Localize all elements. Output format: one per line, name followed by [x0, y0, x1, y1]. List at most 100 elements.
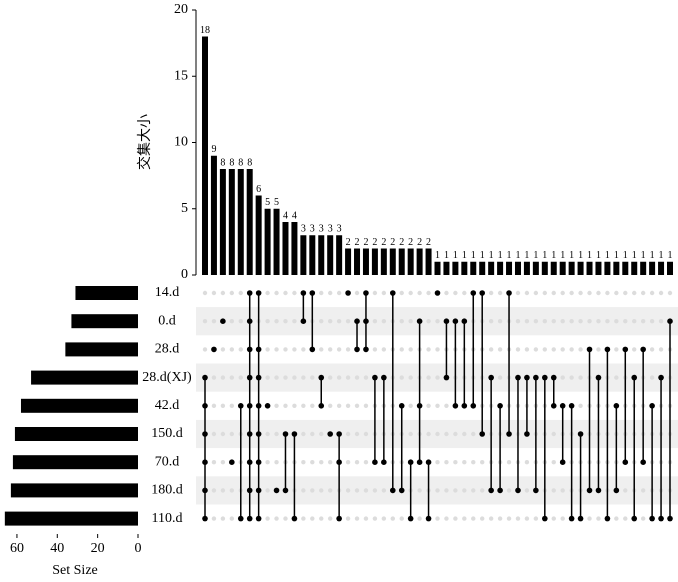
inactive-dot: [497, 347, 503, 352]
active-dot: [255, 403, 262, 409]
bar-value-label: 1: [507, 250, 512, 261]
intersection-bar: [586, 261, 593, 275]
inactive-dot: [551, 488, 556, 493]
active-dot: [372, 374, 378, 381]
inactive-dot: [265, 516, 270, 521]
y-tick-label: 5: [181, 201, 188, 216]
active-dot: [237, 515, 244, 522]
inactive-dot: [614, 290, 619, 296]
active-dot: [613, 487, 620, 494]
inactive-dot: [211, 488, 217, 493]
inactive-dot: [426, 403, 431, 408]
inactive-dot: [399, 347, 404, 352]
inactive-dot: [327, 319, 333, 324]
active-dot: [613, 403, 620, 409]
inactive-dot: [632, 290, 637, 296]
active-dot: [407, 459, 414, 466]
set-label: 28.d(XJ): [142, 370, 192, 385]
inactive-dot: [319, 319, 324, 324]
active-dot: [246, 403, 253, 409]
bar-value-label: 1: [641, 250, 646, 261]
active-dot: [524, 431, 530, 437]
y-tick-label: 20: [174, 2, 188, 17]
inactive-dot: [578, 290, 583, 296]
inactive-dot: [569, 375, 574, 380]
inactive-dot: [596, 516, 601, 521]
inactive-dot: [480, 488, 485, 493]
active-dot: [667, 318, 673, 325]
bar-value-label: 1: [489, 250, 494, 261]
inactive-dot: [381, 488, 387, 493]
active-dot: [318, 374, 325, 381]
bar-value-label: 3: [310, 224, 315, 235]
inactive-dot: [274, 516, 279, 521]
inactive-dot: [533, 290, 539, 296]
inactive-dot: [533, 319, 539, 324]
inactive-dot: [354, 488, 360, 493]
inactive-dot: [274, 347, 279, 352]
inactive-dot: [327, 403, 333, 408]
active-dot: [604, 346, 611, 353]
inactive-dot: [426, 431, 431, 437]
active-dot: [497, 403, 503, 409]
active-dot: [470, 290, 477, 296]
active-dot: [595, 487, 602, 494]
active-dot: [246, 459, 253, 466]
inactive-dot: [354, 516, 360, 521]
active-dot: [246, 487, 253, 494]
inactive-dot: [372, 319, 378, 324]
inactive-dot: [390, 516, 395, 521]
active-dot: [452, 318, 459, 325]
active-dot: [264, 403, 271, 409]
intersection-bar: [228, 169, 235, 275]
bar-value-label: 1: [659, 250, 664, 261]
inactive-dot: [542, 319, 548, 324]
active-dot: [470, 403, 477, 409]
inactive-dot: [640, 319, 646, 324]
y-tick-label: 10: [174, 135, 188, 150]
inactive-dot: [301, 375, 306, 380]
inactive-dot: [587, 516, 592, 521]
inactive-dot: [220, 347, 226, 352]
inactive-dot: [408, 319, 413, 324]
active-dot: [336, 431, 342, 437]
bar-value-label: 1: [569, 250, 574, 261]
active-dot: [488, 487, 494, 494]
active-dot: [407, 515, 414, 522]
y-tick-label: 0: [181, 267, 188, 282]
intersection-bar: [559, 261, 566, 275]
inactive-dot: [551, 460, 556, 465]
intersection-bar: [398, 248, 405, 275]
active-dot: [202, 403, 208, 409]
inactive-dot: [211, 516, 217, 521]
intersection-bar: [416, 248, 423, 275]
inactive-dot: [319, 431, 324, 437]
inactive-dot: [292, 319, 297, 324]
active-dot: [255, 374, 262, 381]
active-dot: [389, 487, 396, 494]
inactive-dot: [435, 319, 440, 324]
inactive-dot: [345, 403, 351, 408]
inactive-dot: [542, 347, 548, 352]
inactive-dot: [327, 347, 333, 352]
inactive-dot: [292, 403, 297, 408]
inactive-dot: [623, 319, 628, 324]
inactive-dot: [220, 431, 226, 437]
inactive-dot: [569, 290, 574, 296]
intersection-bar: [264, 208, 271, 275]
inactive-dot: [202, 319, 208, 324]
active-dot: [640, 459, 646, 466]
active-dot: [533, 487, 539, 494]
inactive-dot: [658, 290, 664, 296]
inactive-dot: [211, 431, 217, 437]
intersection-bar: [479, 261, 486, 275]
x-tick-label: 60: [10, 541, 24, 556]
inactive-dot: [345, 431, 351, 437]
inactive-dot: [345, 488, 351, 493]
intersection-bar: [604, 261, 611, 275]
intersection-bar: [667, 261, 673, 275]
bar-value-label: 1: [524, 250, 529, 261]
inactive-dot: [471, 460, 476, 465]
inactive-dot: [462, 488, 467, 493]
inactive-dot: [578, 347, 583, 352]
